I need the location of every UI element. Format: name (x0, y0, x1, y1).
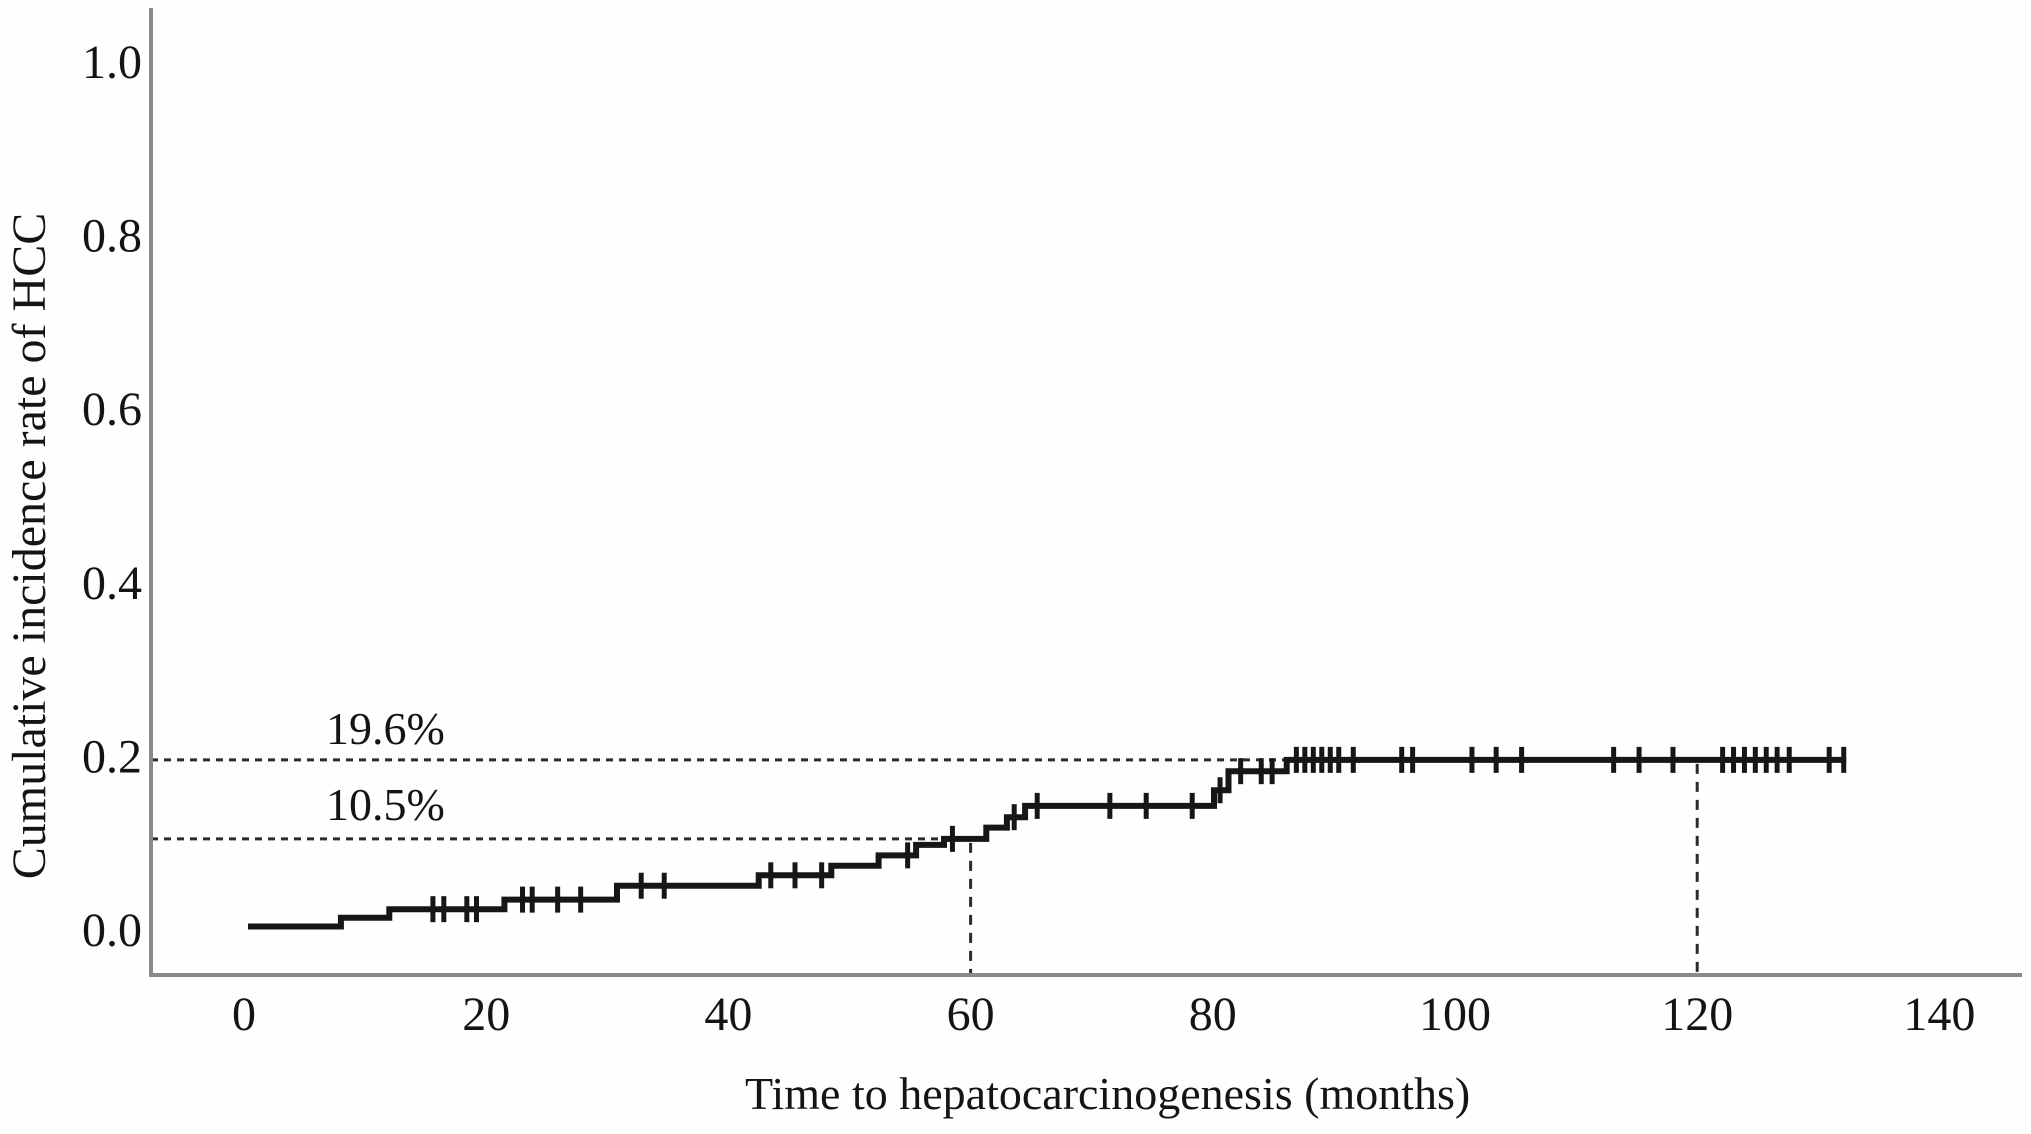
x-tick-label: 0 (232, 988, 256, 1041)
x-tick-label: 100 (1419, 988, 1491, 1041)
y-tick-label: 0.6 (82, 383, 142, 436)
cumulative-incidence-step-curve (248, 756, 1847, 930)
y-tick-label: 0.0 (82, 904, 142, 957)
x-axis-title: Time to hepatocarcinogenesis (months) (745, 1068, 1471, 1119)
annotation-19-6-percent: 19.6% (326, 703, 445, 754)
x-tick-label: 140 (1903, 988, 1975, 1041)
reference-lines (151, 758, 1699, 973)
y-tick-label: 0.8 (82, 210, 142, 263)
x-tick-label: 20 (462, 988, 510, 1041)
censor-marks (430, 746, 1847, 923)
annotation-10-5-percent: 10.5% (326, 779, 445, 830)
y-tick-label: 0.4 (82, 557, 142, 610)
x-tick-label: 40 (704, 988, 752, 1041)
y-tick-labels: 0.0 0.2 0.4 0.6 0.8 1.0 (82, 36, 142, 957)
y-tick-label: 1.0 (82, 36, 142, 89)
y-tick-label: 0.2 (82, 730, 142, 783)
x-tick-label: 80 (1189, 988, 1237, 1041)
y-axis-title: Cumulative incidence rate of HCC (3, 212, 56, 880)
x-tick-labels: 0 20 40 60 80 100 120 140 (232, 988, 1975, 1041)
x-tick-label: 120 (1661, 988, 1733, 1041)
x-tick-label: 60 (947, 988, 995, 1041)
